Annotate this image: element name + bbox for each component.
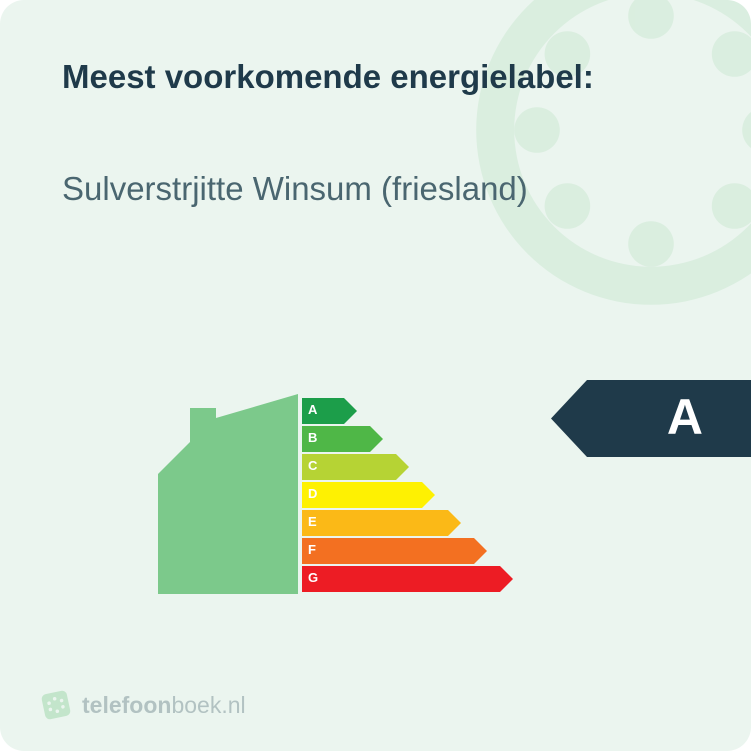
house-icon [148, 388, 298, 602]
energy-label-card: Meest voorkomende energielabel: Sulverst… [0, 0, 751, 751]
card-title: Meest voorkomende energielabel: [62, 58, 594, 96]
watermark-phone-dial [461, 0, 751, 320]
energy-chart: ABCDEFG [148, 388, 568, 602]
bar-letter-F: F [308, 542, 316, 557]
brand-rest: boek [171, 692, 221, 718]
brand-text: telefoonboek.nl [82, 692, 246, 719]
bar-letter-G: G [308, 570, 318, 585]
bar-letter-B: B [308, 430, 317, 445]
result-letter: A [667, 388, 703, 446]
brand-tld: .nl [221, 692, 245, 718]
bar-letter-C: C [308, 458, 317, 473]
bar-letter-E: E [308, 514, 317, 529]
bar-letter-A: A [308, 402, 317, 417]
brand-bold: telefoon [82, 692, 171, 718]
brand-icon [37, 686, 75, 724]
result-label: A [551, 380, 751, 457]
card-subtitle: Sulverstrjitte Winsum (friesland) [62, 168, 528, 211]
bar-letter-D: D [308, 486, 317, 501]
footer-brand: telefoonboek.nl [40, 689, 246, 721]
